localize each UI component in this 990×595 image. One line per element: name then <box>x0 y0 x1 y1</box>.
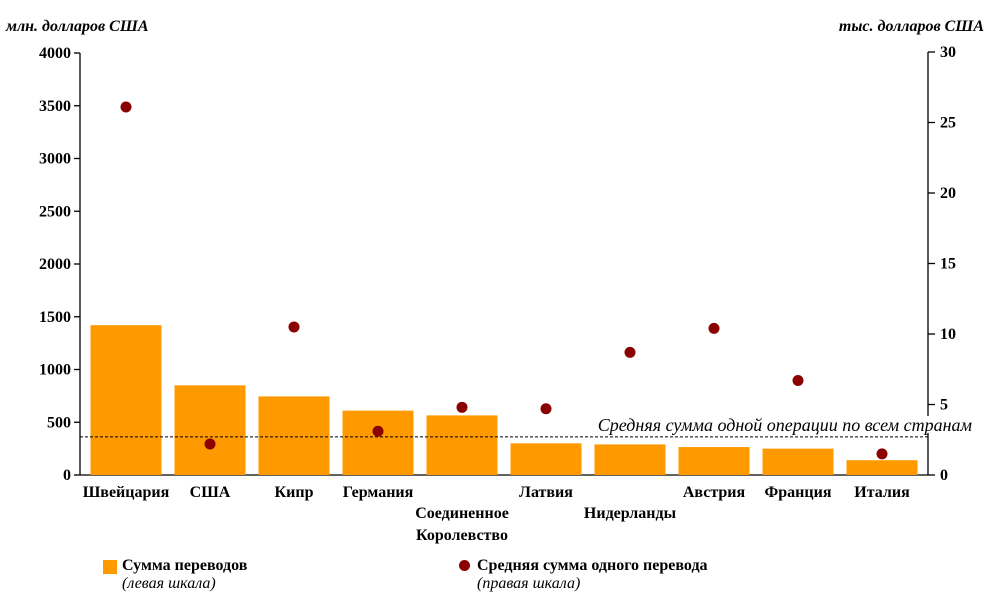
point <box>120 101 132 113</box>
right-tick-label: 10 <box>940 326 956 343</box>
legend-swatch-circle <box>459 560 470 571</box>
axes: 0 500 1000 1500 2000 2500 3000 3500 4000 0 5 10 15 20… <box>39 44 956 484</box>
category-label: Швейцария <box>83 484 170 501</box>
right-tick-label: 25 <box>940 115 956 132</box>
legend-bars-name: Сумма переводов <box>122 557 248 574</box>
legend-item-bars: Сумма переводов (левая шкала) <box>103 556 247 593</box>
left-tick-label: 1500 <box>39 309 71 326</box>
category-label: Кипр <box>275 484 314 501</box>
right-tick-label: 30 <box>940 44 956 61</box>
bar <box>846 460 918 475</box>
bar-series <box>90 325 918 475</box>
category-label: Австрия <box>683 484 746 501</box>
category-label: Франция <box>765 484 832 501</box>
right-tick-label: 0 <box>940 467 948 484</box>
left-tick-label: 2000 <box>39 256 71 273</box>
point <box>456 401 468 413</box>
legend-item-points: Средняя сумма одного перевода (правая шк… <box>458 556 708 593</box>
point <box>624 346 636 358</box>
legend-points-sub: (правая шкала) <box>477 575 581 592</box>
reference-line-label: Средняя сумма одной операции по всем стр… <box>598 415 973 435</box>
left-axis-title: млн. долларов США <box>5 18 149 35</box>
category-label: Италия <box>854 484 910 501</box>
left-tick-label: 500 <box>47 414 71 431</box>
bar <box>762 448 834 475</box>
legend-swatch-square <box>103 560 117 574</box>
point <box>204 438 216 450</box>
right-tick-label: 20 <box>940 185 956 202</box>
left-tick-label: 2500 <box>39 203 71 220</box>
point-series <box>120 101 888 460</box>
category-label: Соединенное <box>415 505 509 522</box>
bar <box>426 415 498 475</box>
point <box>792 375 804 387</box>
left-tick-label: 3000 <box>39 151 71 168</box>
reference-label-background <box>595 415 975 433</box>
bar <box>90 325 162 475</box>
reference-line-group: Средняя сумма одной операции по всем стр… <box>80 415 975 438</box>
legend-bars-sub: (левая шкала) <box>122 575 216 592</box>
category-label: Латвия <box>519 484 573 501</box>
left-tick-label: 3500 <box>39 98 71 115</box>
bar <box>174 385 246 475</box>
right-tick-label: 5 <box>940 397 948 414</box>
bar <box>342 410 414 475</box>
left-tick-label: 0 <box>63 467 71 484</box>
point <box>288 321 300 333</box>
category-label: Нидерланды <box>584 505 677 522</box>
point <box>372 425 384 437</box>
point <box>708 322 720 334</box>
point <box>540 403 552 415</box>
bar <box>678 447 750 475</box>
category-label: США <box>190 484 231 501</box>
category-label: Германия <box>343 484 414 501</box>
right-tick-label: 15 <box>940 256 956 273</box>
point <box>876 448 888 460</box>
category-label: Королевство <box>416 527 508 544</box>
bar <box>594 444 666 475</box>
right-axis-title: тыс. долларов США <box>839 18 984 35</box>
bar <box>258 396 330 475</box>
bar <box>510 443 582 475</box>
left-tick-label: 1000 <box>39 362 71 379</box>
legend-points-name: Средняя сумма одного перевода <box>477 557 708 574</box>
left-tick-label: 4000 <box>39 45 71 62</box>
